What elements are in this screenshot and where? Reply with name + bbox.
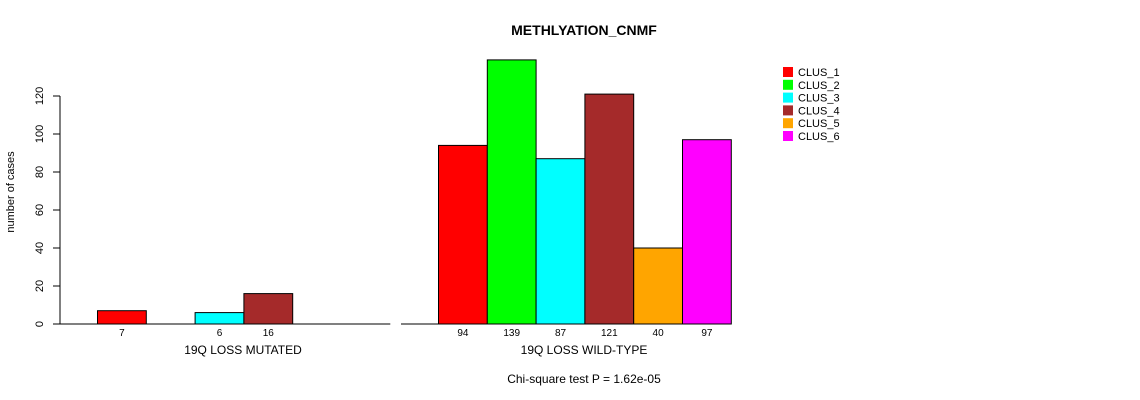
y-tick-label-60: 60 [34,204,46,216]
y-tick-label-0: 0 [34,321,46,327]
legend-label-clus-2: CLUS_2 [798,80,840,92]
bar-label-1-clus-5: 40 [653,328,665,339]
y-tick-label-40: 40 [34,242,46,254]
y-axis: 0 20 40 60 80 100 120 [34,87,61,327]
legend-swatch-clus-6 [783,131,793,141]
legend-swatch-clus-4 [783,105,793,116]
bar-label-1-clus-2: 139 [503,328,520,339]
group-label-mutated: 19Q LOSS MUTATED [184,343,302,357]
bar-label-1-clus-6: 97 [701,328,713,339]
bars [60,59,732,325]
legend-label-clus-6: CLUS_6 [798,131,840,143]
bar-label-0-clus-4: 16 [263,328,275,339]
y-ticks: 0 20 40 60 80 100 120 [34,87,60,327]
legend-swatch-clus-5 [783,118,793,129]
bar-0-clus-1 [97,310,147,325]
bar-1-clus-1 [438,144,488,325]
group-label-wild-type: 19Q LOSS WILD-TYPE [521,343,648,357]
bar-labels: 7 6 16 94 139 87 121 40 97 [119,328,713,339]
bar-0-clus-4 [243,293,294,325]
legend-swatch-clus-3 [783,92,793,103]
bar-1-clus-3 [535,158,586,325]
legend-label-clus-1: CLUS_1 [798,67,840,79]
y-tick-label-100: 100 [34,125,46,143]
bar-label-0-clus-3: 6 [217,328,223,339]
y-tick-label-80: 80 [34,166,46,178]
legend-label-clus-5: CLUS_5 [798,118,840,130]
legend-label-clus-4: CLUS_4 [798,105,840,117]
bar-label-0-clus-1: 7 [119,328,125,339]
bar-label-1-clus-1: 94 [457,328,469,339]
chi-square-footnote: Chi-square test P = 1.62e-05 [507,372,661,386]
bar-1-clus-2 [486,59,537,325]
bar-label-1-clus-4: 121 [601,328,618,339]
bar-1-clus-5 [633,247,684,325]
legend-swatch-clus-2 [783,79,793,90]
y-tick-label-120: 120 [34,87,46,105]
y-tick-label-20: 20 [34,280,46,292]
bar-label-1-clus-3: 87 [555,328,567,339]
bar-1-clus-6 [682,139,732,325]
bar-1-clus-4 [584,93,635,325]
chart-title: METHLYATION_CNMF [511,22,657,38]
bar-0-clus-3 [194,312,245,325]
legend-label-clus-3: CLUS_3 [798,93,840,105]
y-axis-label: number of cases [5,151,17,233]
legend-swatch-clus-1 [783,67,793,77]
